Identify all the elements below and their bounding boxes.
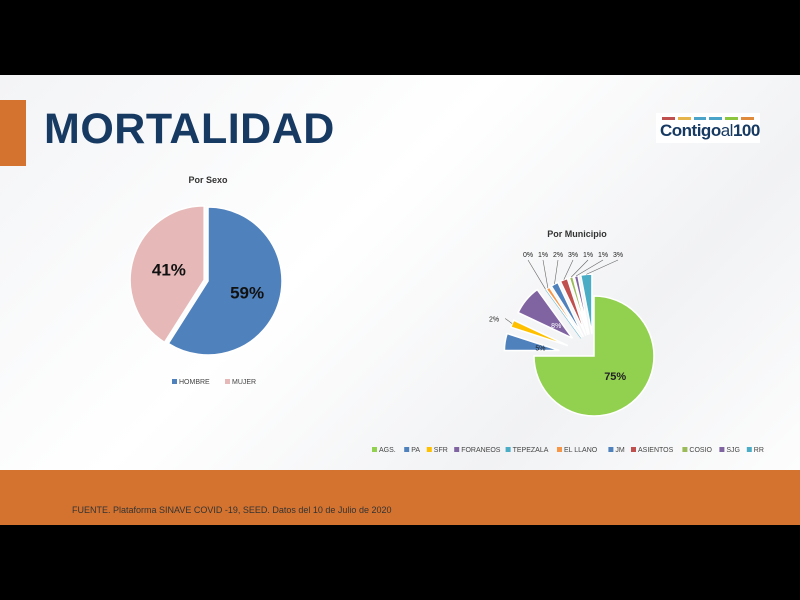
legend-label: AGS.: [379, 447, 396, 454]
legend-label: SJG: [726, 447, 740, 454]
pie-slice-mujer: [129, 205, 205, 344]
data-label: 2%: [553, 252, 563, 259]
data-label: 41%: [152, 261, 186, 280]
data-label: 0%: [523, 252, 533, 259]
logo-bar: [677, 117, 691, 120]
legend-swatch: [426, 447, 432, 452]
legend-label: PA: [411, 447, 420, 454]
legend-swatch: [172, 379, 177, 384]
page-title: MORTALIDAD: [44, 105, 335, 153]
logo-bars: [662, 117, 754, 120]
data-label: 59%: [230, 283, 264, 302]
logo-bar: [709, 117, 723, 120]
accent-tab: [0, 100, 26, 166]
legend-swatch: [631, 447, 636, 452]
data-label: 75%: [604, 371, 626, 383]
legend-label: COSIO: [689, 447, 712, 454]
footer-band: [0, 470, 800, 525]
leader-line: [527, 259, 547, 290]
pie-slice-ags-: [533, 295, 655, 417]
legend-swatch: [682, 447, 688, 452]
logo-bar: [693, 117, 707, 120]
logo-text-al: al: [720, 121, 734, 140]
legend-swatch: [608, 447, 614, 452]
legend-swatch: [505, 447, 511, 452]
charts-canvas: Por Sexo Por Municipio 59% 41% HOMBRE MUJER…: [129, 175, 764, 454]
pie-slice-sjg: [573, 274, 590, 335]
legend-label: JM: [615, 447, 625, 454]
pie-slice-sfr: [509, 319, 569, 347]
legend-label: FORANEOS: [461, 447, 501, 454]
logo-bar: [725, 117, 739, 120]
leader-line: [504, 318, 513, 324]
data-label: 3%: [568, 252, 578, 259]
chart-title-sexo: Por Sexo: [188, 175, 228, 185]
logo-text-num: 100: [732, 121, 760, 140]
logo-text: Contigo: [660, 121, 721, 140]
logo-bar: [741, 117, 754, 120]
legend-swatch: [225, 379, 230, 384]
pie-slice-hombre: [167, 206, 283, 356]
data-label: 1%: [538, 252, 548, 259]
leader-line: [575, 259, 604, 277]
legend-swatch: [557, 447, 562, 452]
pie-slice-asientos: [559, 277, 587, 336]
data-label: 1%: [583, 252, 593, 259]
legend-swatch: [454, 447, 460, 452]
data-label: 8%: [551, 323, 561, 330]
source-note: FUENTE. Plataforma SINAVE COVID -19, SEE…: [72, 505, 392, 515]
pie-slice-jm: [550, 281, 585, 338]
pie-slice-el-llano: [545, 286, 583, 339]
legend-label: TEPEZALA: [513, 447, 549, 454]
legend-label: HOMBRE: [179, 379, 210, 386]
legend-label: ASIENTOS: [638, 447, 674, 454]
data-label: 1%: [598, 252, 608, 259]
logo-bar: [662, 117, 675, 120]
legend-swatch: [372, 447, 377, 452]
legend-swatch: [404, 447, 410, 452]
leader-line: [586, 259, 619, 275]
legend-swatch: [719, 447, 725, 452]
chart-title-municipio: Por Municipio: [547, 229, 607, 239]
slide: MORTALIDAD Contigoal100 FUENTE. Platafor…: [0, 75, 800, 525]
leader-line: [570, 259, 589, 278]
data-label: 2%: [489, 316, 499, 323]
leader-line: [563, 259, 574, 280]
data-label: 5%: [535, 346, 545, 353]
leader-line: [542, 259, 549, 289]
legend-label: MUJER: [232, 379, 256, 386]
pie-slice-foraneos: [517, 288, 574, 339]
logo: Contigoal100: [656, 113, 760, 143]
legend-label: RR: [754, 447, 764, 454]
legend-swatch: [746, 447, 752, 452]
data-label: 3%: [613, 252, 623, 259]
pie-slice-pa: [503, 332, 560, 352]
legend-label: SFR: [434, 447, 448, 454]
leader-line: [554, 259, 559, 285]
pie-slice-cosio: [568, 275, 589, 336]
legend-label: EL LLANO: [564, 447, 598, 454]
